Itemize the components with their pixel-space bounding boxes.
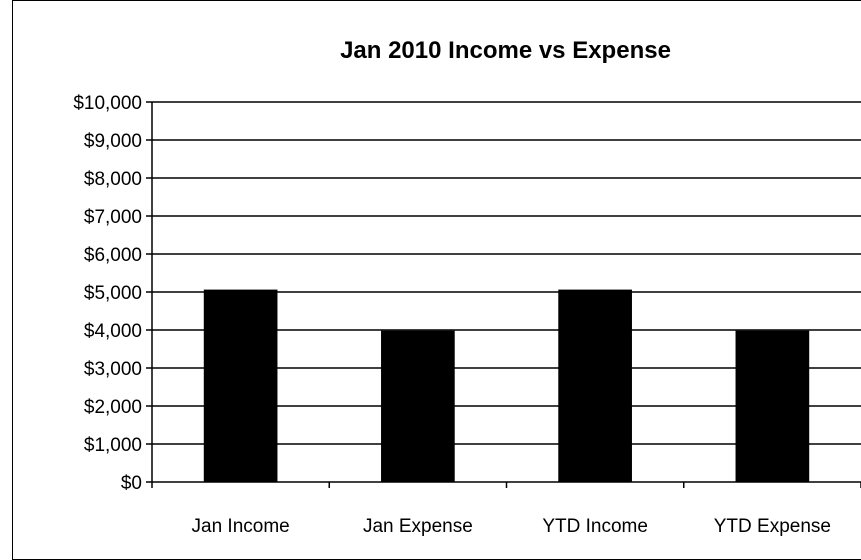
- y-tick-label: $8,000: [84, 169, 142, 190]
- y-tick-label: $6,000: [84, 245, 142, 266]
- x-tick-label: Jan Income: [192, 516, 290, 537]
- x-tick-label: YTD Income: [542, 516, 648, 537]
- y-tick-label: $3,000: [84, 359, 142, 380]
- y-tick-label: $2,000: [84, 397, 142, 418]
- y-tick-label: $5,000: [84, 283, 142, 304]
- x-tick-label: Jan Expense: [363, 516, 473, 537]
- bar-chart: $0 $1,000 $2,000 $3,000 $4,000 $5,000 $6,000 $7…: [73, 93, 861, 537]
- x-axis: Jan Income Jan Expense YTD Income YTD Expen…: [151, 481, 861, 537]
- y-tick-label: $10,000: [73, 93, 142, 114]
- y-tick-label: $9,000: [84, 131, 142, 152]
- bars: [203, 289, 810, 483]
- bar: [381, 330, 455, 483]
- y-tick-label: $1,000: [84, 435, 142, 456]
- y-tick-label: $7,000: [84, 207, 142, 228]
- chart-title: Jan 2010 Income vs Expense: [340, 37, 671, 64]
- x-tick-label: YTD Expense: [714, 516, 831, 537]
- y-tick-label: $0: [121, 473, 142, 494]
- bar: [558, 289, 632, 483]
- y-tick-label: $4,000: [84, 321, 142, 342]
- bar: [203, 289, 278, 483]
- y-axis: $0 $1,000 $2,000 $3,000 $4,000 $5,000 $6,000 $7…: [73, 93, 153, 494]
- bar: [735, 330, 810, 483]
